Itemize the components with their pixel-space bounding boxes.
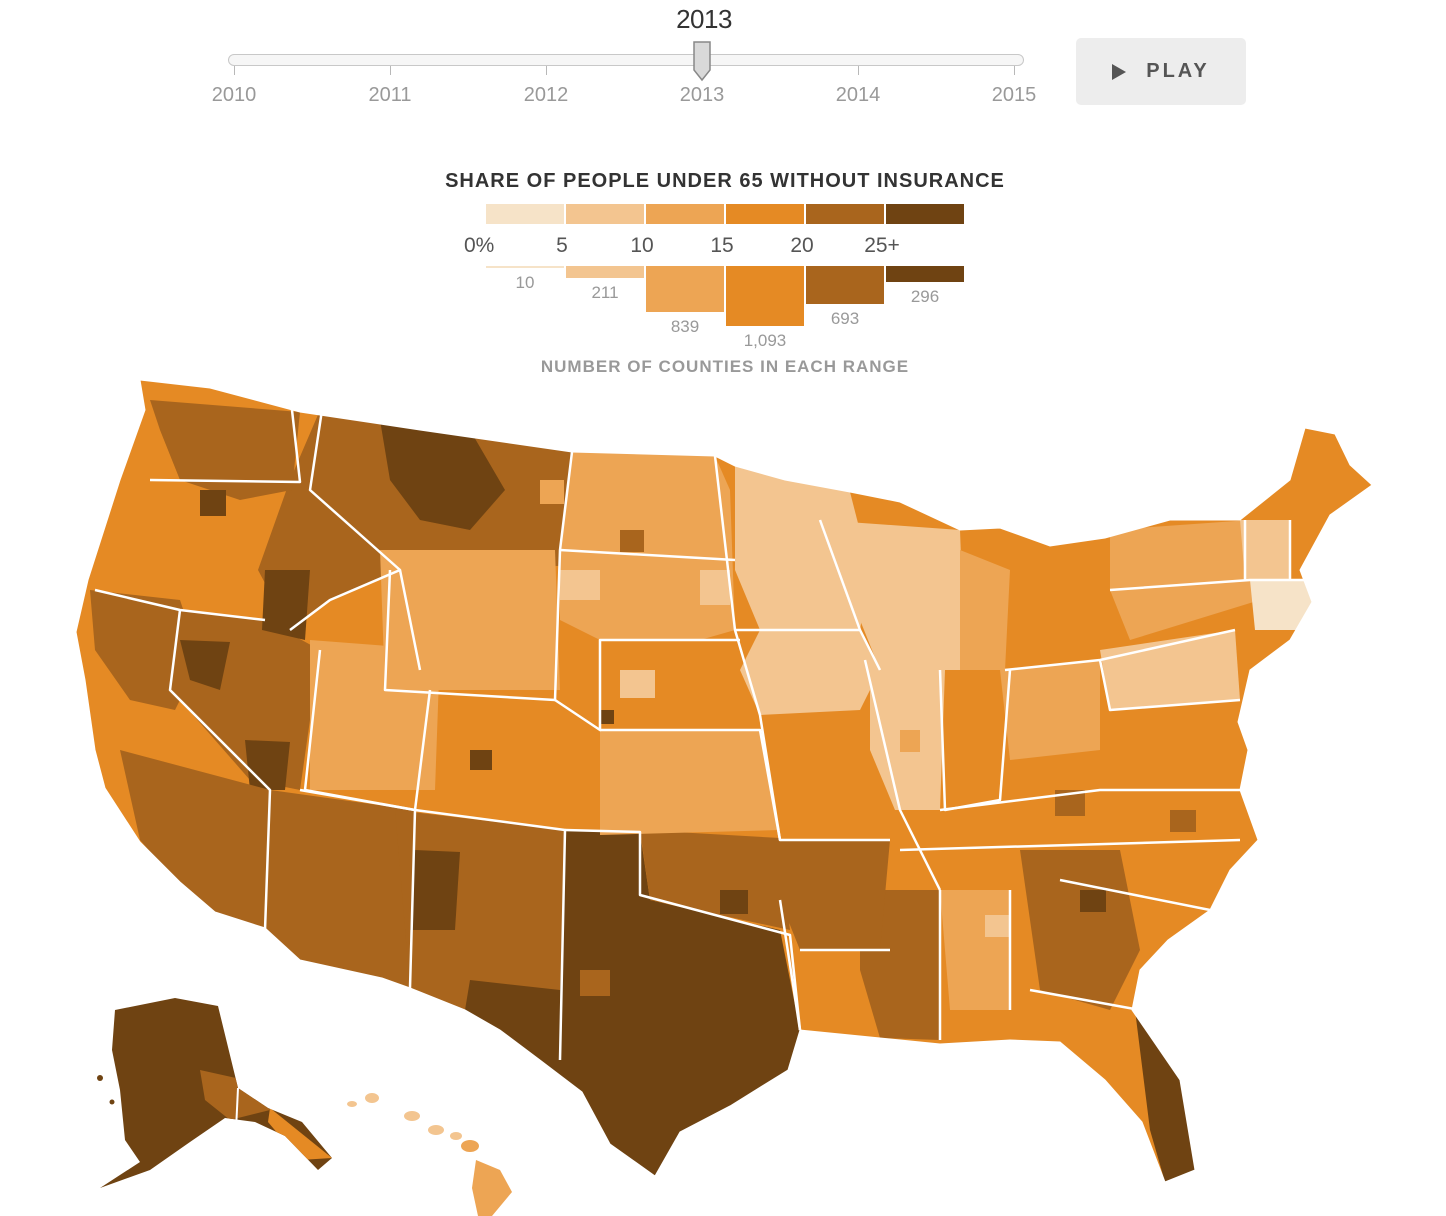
legend-swatch [726, 204, 804, 224]
slider-track[interactable] [228, 54, 1024, 66]
legend-swatch [566, 204, 644, 224]
legend-bin-label: 5 [556, 234, 568, 257]
slider-tick [1014, 66, 1015, 75]
legend-swatch [886, 204, 964, 224]
legend-count-label: 1,093 [744, 331, 787, 350]
legend-bin-label: 20 [790, 234, 813, 257]
legend-histogram: 0% 10 5 211 10 839 15 1,093 20 693 25+ 296 [464, 204, 964, 350]
legend-count-label: 693 [831, 309, 859, 328]
legend-count-bar [646, 266, 724, 312]
legend-count-label: 839 [671, 317, 699, 336]
legend-count-bar [726, 266, 804, 326]
slider-tick [858, 66, 859, 75]
slider-year-2010[interactable]: 2010 [211, 84, 257, 106]
legend-bin-label: 15 [710, 234, 733, 257]
play-button[interactable]: PLAY [1076, 38, 1246, 105]
legend-bin-label: 10 [630, 234, 653, 257]
legend-count-bar [886, 266, 964, 282]
play-icon [1112, 63, 1127, 80]
slider-tick [546, 66, 547, 75]
legend-swatch [486, 204, 564, 224]
legend-count-label: 211 [591, 283, 618, 302]
play-button-label: PLAY [1146, 60, 1210, 82]
hawaii-islands [347, 1093, 512, 1216]
legend-count-bar [806, 266, 884, 304]
slider-year-2011[interactable]: 2011 [368, 84, 412, 106]
legend-count-label: 10 [516, 273, 535, 292]
legend-count-bar [486, 266, 564, 268]
legend-count-label: 296 [911, 287, 939, 306]
slider-tick [390, 66, 391, 75]
legend-swatch [646, 204, 724, 224]
legend-subtitle: NUMBER OF COUNTIES IN EACH RANGE [540, 357, 910, 376]
legend-swatch [806, 204, 884, 224]
legend-title: SHARE OF PEOPLE UNDER 65 WITHOUT INSURAN… [445, 170, 1005, 192]
slider-year-2013[interactable]: 2013 [679, 84, 725, 106]
slider-handle[interactable] [692, 40, 712, 82]
legend-count-bar [566, 266, 644, 278]
year-slider[interactable]: 2010 2011 2012 2013 2014 2015 [212, 41, 1036, 110]
legend-bin-label: 25+ [864, 234, 900, 257]
legend-bin-label: 0% [464, 234, 494, 257]
slider-tick [234, 66, 235, 75]
slider-year-2012[interactable]: 2012 [523, 84, 569, 106]
slider-year-2015[interactable]: 2015 [991, 84, 1037, 106]
slider-year-2014[interactable]: 2014 [835, 84, 881, 106]
selected-year-label: 2013 [676, 4, 732, 34]
us-county-map [75, 379, 1373, 1216]
